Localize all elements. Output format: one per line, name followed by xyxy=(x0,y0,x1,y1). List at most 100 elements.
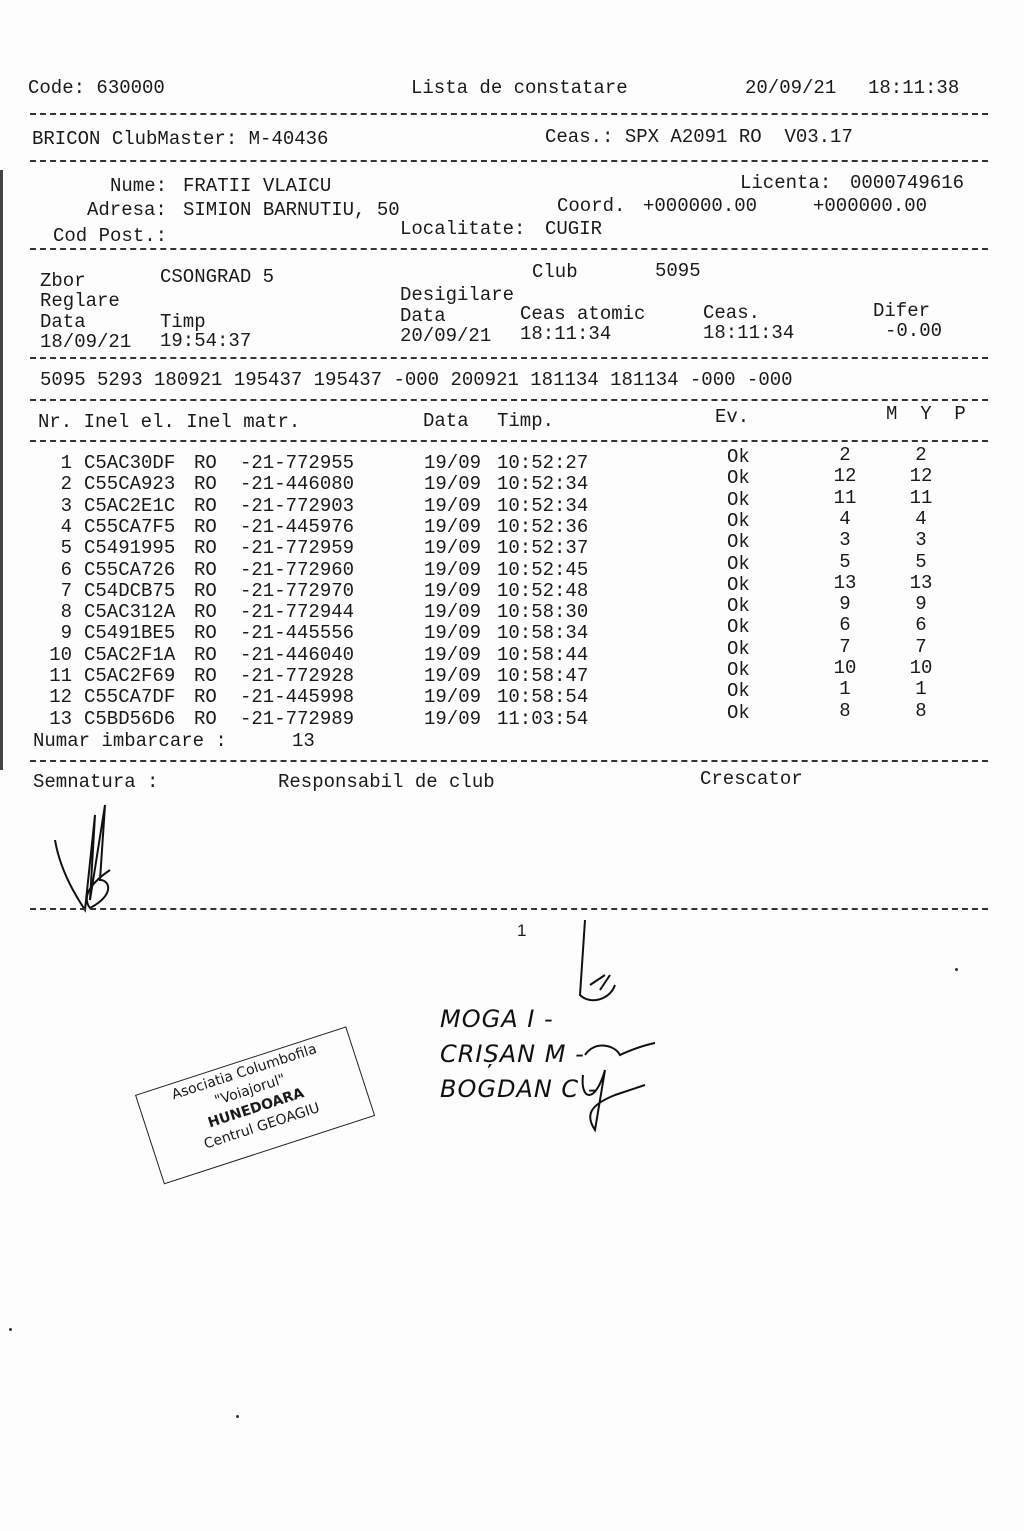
divider xyxy=(30,440,988,442)
locality-label: Localitate: xyxy=(400,218,526,240)
country: RO xyxy=(194,707,217,730)
y-value: 13 xyxy=(909,571,933,594)
event: Ok xyxy=(727,531,750,554)
electronic-ring: C5AC2F69 xyxy=(84,665,176,687)
table-row: 13 C5BD56D6 RO -21-772989 19/09 11:03:54… xyxy=(0,700,1024,730)
breeder-label: Crescator xyxy=(700,768,803,790)
y-value: 3 xyxy=(915,529,927,552)
event: Ok xyxy=(727,446,750,468)
table-row: 10 C5AC2F1A RO -21-446040 19/09 10:58:44… xyxy=(0,636,1024,666)
arrival-date: 19/09 xyxy=(424,473,482,496)
handwritten-name-2: CRIȘAN M - xyxy=(440,1040,585,1068)
handwritten-name-1: MOGA I - xyxy=(440,1005,554,1033)
table-row: 12 C55CA7DF RO -21-445998 19/09 10:58:54… xyxy=(0,678,1024,709)
country: RO xyxy=(194,473,217,496)
event: Ok xyxy=(727,616,750,639)
electronic-ring: C5AC30DF xyxy=(84,452,176,474)
event: Ok xyxy=(727,467,750,490)
divider xyxy=(30,113,988,115)
m-value: 12 xyxy=(833,465,857,488)
event: Ok xyxy=(727,573,750,596)
address-label: Adresa: xyxy=(87,199,167,221)
country: RO xyxy=(194,452,217,474)
ring-number: -21-772903 xyxy=(240,494,355,517)
ring-number: -21-772928 xyxy=(240,665,355,687)
arrival-time: 10:58:34 xyxy=(497,622,589,645)
country: RO xyxy=(194,537,217,560)
header-ev: Ev. xyxy=(715,406,750,428)
event: Ok xyxy=(727,659,750,681)
electronic-ring: C5AC2F1A xyxy=(84,643,176,666)
divider xyxy=(30,357,988,359)
reglare-time: 19:54:37 xyxy=(160,330,252,352)
electronic-ring: C5AC2E1C xyxy=(84,494,176,517)
ring-number: -21-772989 xyxy=(240,707,355,730)
arrival-time: 11:03:54 xyxy=(497,707,589,730)
y-value: 9 xyxy=(915,593,927,616)
code-line: 5095 5293 180921 195437 195437 -000 2009… xyxy=(40,369,793,391)
total: 13 xyxy=(292,730,315,752)
event: Ok xyxy=(727,680,750,703)
row-number: 3 xyxy=(60,494,72,517)
speck xyxy=(9,1328,12,1331)
arrival-date: 19/09 xyxy=(424,452,482,474)
divider xyxy=(30,908,988,910)
address: SIMION BARNUTIU, 50 xyxy=(183,199,400,221)
arrival-time: 10:52:34 xyxy=(497,494,589,517)
row-number: 9 xyxy=(60,622,72,645)
country: RO xyxy=(194,601,217,624)
desigilare-data-label: Data xyxy=(400,305,446,327)
atomic-time: 18:11:34 xyxy=(520,323,612,345)
postcode-label: Cod Post.: xyxy=(53,225,168,247)
country: RO xyxy=(194,515,217,538)
header-data: Data xyxy=(423,410,469,432)
country: RO xyxy=(194,643,217,666)
header-left: Nr. Inel el. Inel matr. xyxy=(38,411,301,433)
electronic-ring: C5AC312A xyxy=(84,601,176,624)
arrival-time: 10:52:27 xyxy=(497,452,589,474)
y-value: 2 xyxy=(915,444,927,466)
signature-label: Semnatura : xyxy=(33,771,159,793)
speck xyxy=(236,1415,239,1418)
table-row: 11 C5AC2F69 RO -21-772928 19/09 10:58:47… xyxy=(0,657,1024,687)
header-myp: M Y P xyxy=(886,403,966,425)
page-number: 1 xyxy=(517,921,527,940)
y-value: 8 xyxy=(915,699,927,722)
divider xyxy=(30,760,988,762)
row-number: 7 xyxy=(60,579,72,602)
row-number: 12 xyxy=(49,686,72,709)
coord-1: +000000.00 xyxy=(643,195,758,217)
arrival-date: 19/09 xyxy=(424,515,482,538)
row-number: 5 xyxy=(60,537,72,560)
event: Ok xyxy=(727,509,750,532)
club-responsible-label: Responsabil de club xyxy=(278,771,495,793)
country: RO xyxy=(194,558,217,581)
arrival-date: 19/09 xyxy=(424,686,482,709)
arrival-time: 10:52:45 xyxy=(497,558,589,581)
arrival-date: 19/09 xyxy=(424,494,482,517)
ring-number: -21-772960 xyxy=(240,558,355,581)
club-label: Club xyxy=(532,261,578,283)
arrival-time: 10:52:36 xyxy=(497,515,589,538)
locality: CUGIR xyxy=(545,218,603,240)
difer-label: Difer xyxy=(873,300,931,322)
y-value: 4 xyxy=(915,507,927,530)
y-value: 5 xyxy=(915,550,927,573)
row-number: 11 xyxy=(49,665,72,687)
m-value: 1 xyxy=(839,678,851,701)
country: RO xyxy=(194,665,217,687)
coord-2: +000000.00 xyxy=(813,195,928,217)
row-number: 1 xyxy=(60,452,72,474)
m-value: 7 xyxy=(839,635,851,658)
zbor-label: Zbor xyxy=(40,270,86,292)
row-number: 6 xyxy=(60,558,72,581)
arrival-date: 19/09 xyxy=(424,707,482,730)
table-row: 5 C5491995 RO -21-772959 19/09 10:52:37 … xyxy=(0,529,1024,560)
electronic-ring: C55CA7DF xyxy=(84,686,176,709)
ring-number: -21-445976 xyxy=(240,515,355,538)
speck xyxy=(955,968,958,971)
name-label: Nume: xyxy=(110,175,168,197)
y-value: 6 xyxy=(915,614,927,637)
arrival-date: 19/09 xyxy=(424,665,482,687)
